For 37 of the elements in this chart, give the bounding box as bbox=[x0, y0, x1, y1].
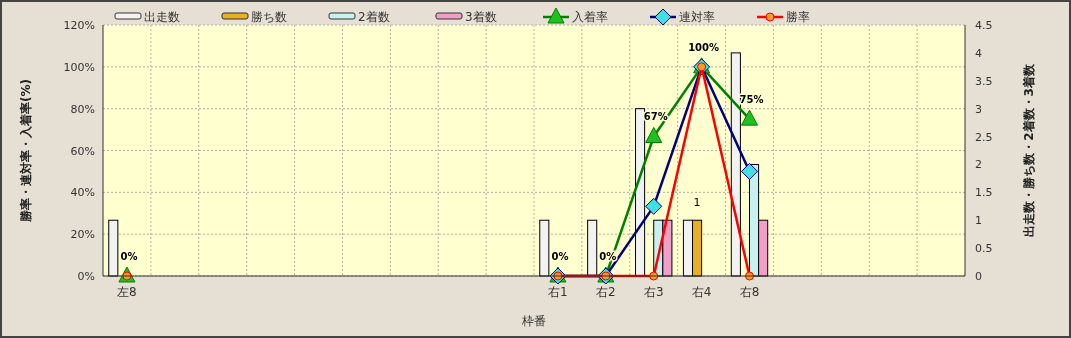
x-axis-title: 枠番 bbox=[521, 314, 546, 328]
y2-tick-label: 2 bbox=[975, 158, 982, 172]
y-tick-label: 120% bbox=[63, 19, 95, 32]
y-tick-label: 100% bbox=[63, 60, 95, 74]
y-tick-label: 40% bbox=[70, 186, 95, 200]
y2-tick-label: 4.5 bbox=[975, 19, 993, 32]
data-label: 0% bbox=[120, 251, 138, 262]
data-label: 100% bbox=[688, 41, 720, 53]
y-tick-label: 0% bbox=[77, 270, 95, 283]
y2-tick-label: 1 bbox=[975, 214, 982, 228]
y2-tick-label: 2.5 bbox=[975, 130, 993, 144]
x-tick-label: 左8 bbox=[117, 285, 137, 299]
y-tick-label: 60% bbox=[70, 144, 95, 158]
data-label: 0% bbox=[551, 251, 569, 262]
y2-tick-label: 3 bbox=[975, 102, 982, 116]
x-tick-label: 右1 bbox=[548, 285, 568, 299]
legend-label: 3着数 bbox=[465, 10, 497, 24]
legend-label: 2着数 bbox=[358, 10, 390, 24]
y2-tick-label: 0 bbox=[975, 270, 982, 283]
y2-axis-title: 出走数・勝ち数・2着数・3着数 bbox=[1022, 63, 1036, 237]
y-tick-label: 20% bbox=[70, 228, 95, 242]
legend-label: 勝ち数 bbox=[251, 10, 287, 24]
legend-label: 連対率 bbox=[679, 10, 715, 24]
y2-tick-label: 0.5 bbox=[975, 242, 993, 256]
legend-label: 勝率 bbox=[786, 10, 810, 24]
y2-tick-label: 1.5 bbox=[975, 186, 993, 200]
legend-label: 入着率 bbox=[572, 10, 608, 24]
y-tick-label: 80% bbox=[70, 102, 95, 116]
y2-tick-label: 4 bbox=[975, 46, 982, 60]
legend-label: 出走数 bbox=[144, 10, 180, 24]
data-label: 1 bbox=[693, 196, 701, 210]
y-axis-title: 勝率・連対率・入着率(%) bbox=[19, 79, 33, 223]
x-tick-label: 右3 bbox=[643, 285, 664, 299]
x-tick-label: 右2 bbox=[596, 285, 616, 299]
y2-tick-label: 3.5 bbox=[975, 74, 993, 88]
x-tick-label: 右8 bbox=[739, 285, 760, 299]
x-tick-label: 右4 bbox=[691, 285, 712, 299]
